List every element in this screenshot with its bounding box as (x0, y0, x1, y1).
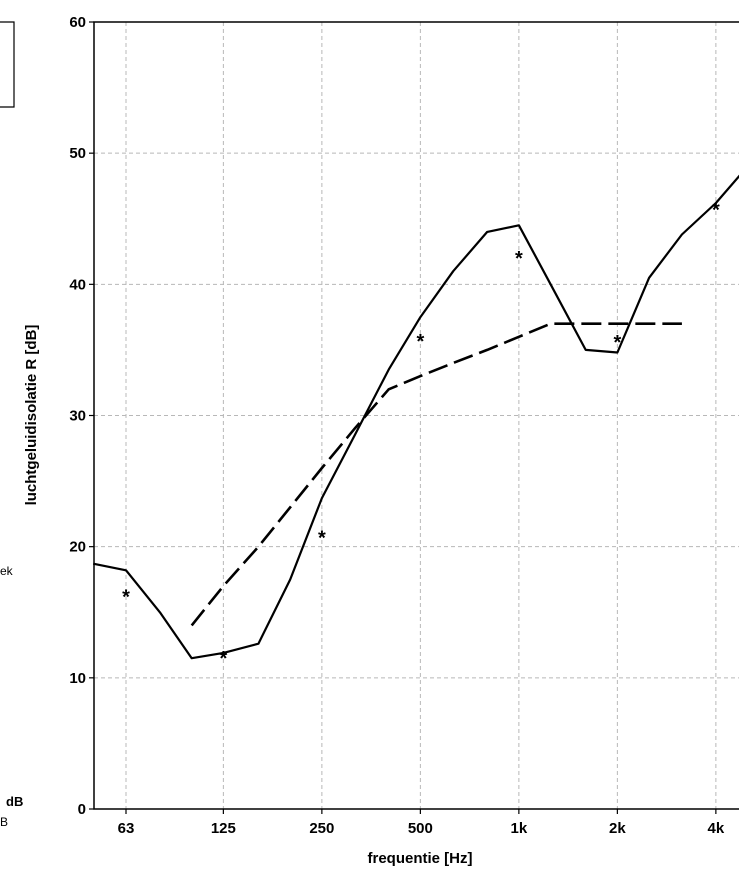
x-tick-label: 500 (408, 820, 433, 837)
x-tick-label: 250 (309, 820, 334, 837)
y-tick-label: 60 (69, 14, 86, 31)
measurement-marker: * (515, 248, 523, 270)
x-tick-label: 2k (609, 820, 626, 837)
legend-box-fragment (0, 21, 15, 108)
x-tick-label: 125 (211, 820, 236, 837)
x-tick-label: 63 (118, 820, 135, 837)
y-axis: 0 10 20 30 40 50 60 (69, 14, 94, 818)
measurement-marker: * (318, 528, 326, 550)
reference-curve (190, 322, 682, 627)
grid (94, 22, 739, 809)
y-tick-label: 0 (78, 801, 86, 818)
x-tick-label: 4k (708, 820, 725, 837)
measurement-marker: * (712, 200, 720, 222)
y-tick-label: 50 (69, 145, 86, 162)
y-tick-label: 20 (69, 539, 86, 556)
y-tick-label: 10 (69, 670, 86, 687)
plot-area: * * * * * * * (92, 174, 739, 670)
side-fragment-b: B (0, 815, 8, 829)
measurement-marker: * (416, 331, 424, 353)
y-tick-label: 40 (69, 276, 86, 293)
x-tick-label: 1k (511, 820, 528, 837)
y-axis-title: luchtgeluidisolatie R [dB] (23, 325, 40, 506)
side-fragment-ek: ek (0, 564, 14, 578)
y-tick-label: 30 (69, 408, 86, 425)
measurement-marker: * (613, 332, 621, 354)
x-axis: 63 125 250 500 1k 2k 4k (118, 809, 725, 837)
measured-curve (92, 174, 739, 660)
measurement-marker: * (122, 587, 130, 609)
measurement-marker: * (219, 648, 227, 670)
side-fragment-db: dB (6, 794, 23, 809)
x-axis-title: frequentie [Hz] (368, 850, 473, 867)
